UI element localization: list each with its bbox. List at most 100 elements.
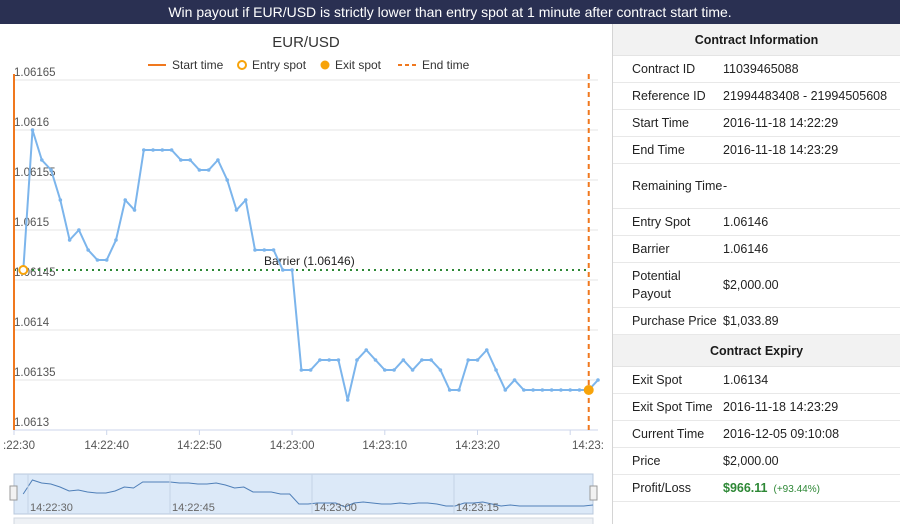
price-point (141, 148, 146, 152)
current-time-label: Current Time (632, 427, 705, 441)
contract-expiry-header: Contract Expiry (613, 335, 900, 367)
legend-exit-spot-icon (320, 60, 330, 70)
y-tick-label: 1.06165 (14, 67, 56, 79)
price-point (188, 158, 192, 162)
price-chart[interactable]: EUR/USD Start time Entry spot Exit spot End … (0, 24, 612, 524)
price-point (327, 358, 331, 362)
price-point (401, 358, 406, 362)
reference-id-value: 21994483408 - 21994505608 (723, 89, 888, 103)
x-tick-label: 14:23:00 (270, 440, 315, 452)
row-contract-id: Contract ID 11039465088 (613, 56, 900, 83)
barrier-value: 1.06146 (723, 242, 769, 256)
navigator-tick-label: 14:22:45 (172, 502, 215, 514)
price-point (466, 358, 471, 362)
price-point (40, 158, 44, 162)
price-point (345, 398, 350, 402)
y-tick-label: 1.06155 (14, 167, 56, 179)
price-point (336, 358, 341, 362)
row-remaining-time: Remaining Time - (613, 164, 900, 209)
legend-item-label: Start time (172, 58, 224, 72)
price-point (216, 158, 220, 162)
price-point (503, 388, 508, 392)
row-entry-spot: Entry Spot 1.06146 (613, 209, 900, 236)
x-tick-label: 14:23:10 (362, 440, 407, 452)
price-point (484, 348, 489, 352)
price-point (179, 158, 183, 162)
row-purchase-price: Purchase Price $1,033.89 (613, 308, 900, 335)
price-point (438, 368, 443, 372)
price-point (30, 128, 35, 132)
navigator-tick-label: 14:22:30 (30, 502, 73, 514)
price-point (559, 388, 563, 392)
exit-spot-value: 1.06134 (723, 373, 769, 387)
price-point (318, 358, 322, 362)
price-point (206, 168, 211, 172)
start-time-value: 2016-11-18 14:22:29 (723, 116, 839, 130)
remaining-time-value: - (723, 179, 728, 193)
price-point (420, 358, 424, 362)
chart-title: EUR/USD (272, 34, 340, 51)
price-point (132, 208, 137, 212)
price-point (86, 248, 90, 252)
contract-expiry-table: Exit Spot 1.06134 Exit Spot Time 2016-11… (613, 367, 900, 502)
price-point (123, 198, 128, 202)
price-point (197, 168, 202, 172)
price-point (234, 208, 239, 212)
contract-id-value: 11039465088 (723, 62, 799, 76)
barrier-label: Barrier (1.06146) (264, 254, 355, 268)
price-point (299, 368, 304, 372)
price-point (95, 258, 100, 262)
exit-spot-marker (583, 385, 594, 395)
navigator-tick-label: 14:23:15 (456, 502, 499, 514)
price-point (457, 388, 461, 392)
y-tick-label: 1.06135 (14, 367, 56, 379)
potential-payout-label: Potential Payout (632, 269, 681, 301)
row-start-time: Start Time 2016-11-18 14:22:29 (613, 110, 900, 137)
row-current-time: Current Time 2016-12-05 09:10:08 (613, 421, 900, 448)
price-point (104, 258, 109, 262)
price-point (373, 358, 378, 362)
price-point (494, 368, 498, 372)
contract-information-table: Contract ID 11039465088 Reference ID 219… (613, 56, 900, 335)
legend-item-label: Exit spot (335, 58, 382, 72)
price-point (540, 388, 545, 392)
price-point (67, 238, 72, 242)
price-point (160, 148, 165, 152)
price-point (58, 198, 63, 202)
profit-loss-value-cell: $966.11 (+93.44%) (723, 481, 900, 495)
price-point (596, 378, 600, 382)
price-value: $2,000.00 (723, 454, 779, 468)
price-point (522, 388, 526, 392)
contract-id-label: Contract ID (632, 62, 696, 76)
price-point (549, 388, 554, 392)
exit-spot-time-label: Exit Spot Time (632, 400, 713, 414)
navigator-range (13, 473, 594, 515)
contract-details-panel: Contract Information Contract ID 1103946… (612, 24, 900, 524)
price-point (114, 238, 118, 242)
row-end-time: End Time 2016-11-18 14:23:29 (613, 137, 900, 164)
entry-spot-value: 1.06146 (723, 215, 769, 229)
price-point (577, 388, 582, 392)
price-point (410, 368, 415, 372)
price-point (568, 388, 572, 392)
current-time-value: 2016-12-05 09:10:08 (723, 427, 840, 441)
legend-item-label: End time (422, 58, 470, 72)
row-price: Price $2,000.00 (613, 448, 900, 475)
price-point (531, 388, 535, 392)
price-point (77, 228, 81, 232)
x-tick-label: 14:22:50 (177, 440, 222, 452)
start-time-label: Start Time (632, 116, 689, 130)
y-tick-label: 1.0615 (14, 217, 49, 229)
navigator-tick-label: 14:23:00 (314, 502, 357, 514)
price-point (392, 368, 396, 372)
row-exit-spot: Exit Spot 1.06134 (613, 367, 900, 394)
navigator-right-handle (589, 485, 598, 501)
barrier-label: Barrier (632, 242, 670, 256)
price-point (281, 268, 285, 272)
price-point (355, 358, 359, 362)
price-point (364, 348, 369, 352)
price-point (225, 178, 230, 182)
reference-id-label: Reference ID (632, 89, 706, 103)
price-point (262, 248, 267, 252)
chart-area[interactable]: EUR/USD Start time Entry spot Exit spot End … (0, 24, 612, 524)
